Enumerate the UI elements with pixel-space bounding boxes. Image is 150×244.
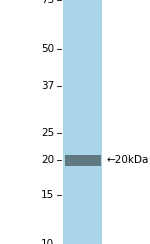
Text: ←20kDa: ←20kDa [106,155,149,165]
Text: 37: 37 [41,81,54,91]
Text: 25: 25 [41,128,54,138]
Bar [63,0,102,244]
Text: 20: 20 [41,155,54,165]
Text: 50: 50 [41,44,54,54]
Bar [64,154,100,165]
Text: 15: 15 [41,190,54,200]
Text: 10: 10 [41,239,54,244]
Text: 75: 75 [41,0,54,5]
